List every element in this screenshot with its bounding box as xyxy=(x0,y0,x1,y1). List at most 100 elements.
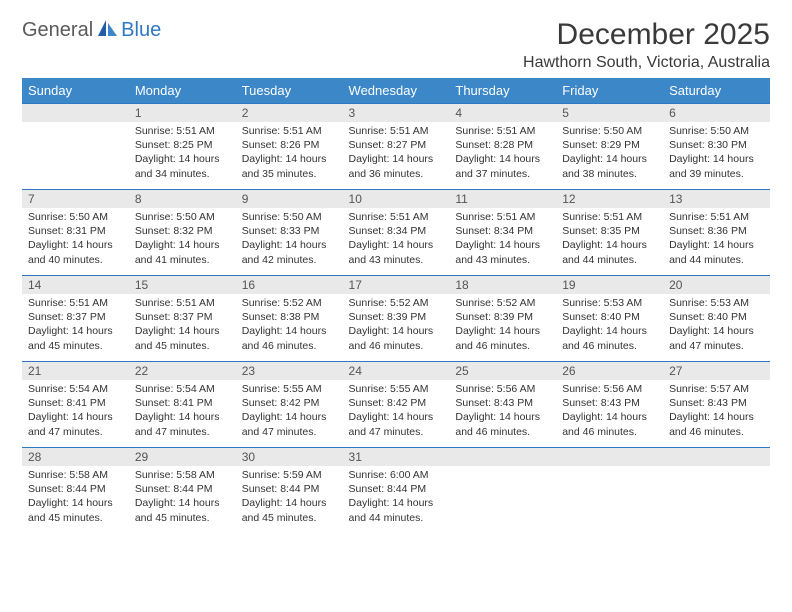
sunrise-line: Sunrise: 5:52 AM xyxy=(455,296,550,310)
location-subtitle: Hawthorn South, Victoria, Australia xyxy=(523,54,770,72)
sunset-line: Sunset: 8:37 PM xyxy=(135,310,230,324)
day-details: Sunrise: 5:58 AMSunset: 8:44 PMDaylight:… xyxy=(129,466,236,529)
day-details: Sunrise: 5:50 AMSunset: 8:33 PMDaylight:… xyxy=(236,208,343,271)
calendar-cell: 2Sunrise: 5:51 AMSunset: 8:26 PMDaylight… xyxy=(236,104,343,190)
day-number: 31 xyxy=(343,448,450,466)
daylight-line: Daylight: 14 hours and 44 minutes. xyxy=(669,238,764,266)
sunrise-line: Sunrise: 5:50 AM xyxy=(135,210,230,224)
day-details: Sunrise: 5:51 AMSunset: 8:37 PMDaylight:… xyxy=(129,294,236,357)
calendar-cell: 13Sunrise: 5:51 AMSunset: 8:36 PMDayligh… xyxy=(663,190,770,276)
day-details: Sunrise: 5:54 AMSunset: 8:41 PMDaylight:… xyxy=(129,380,236,443)
calendar-row: 28Sunrise: 5:58 AMSunset: 8:44 PMDayligh… xyxy=(22,448,770,534)
sunset-line: Sunset: 8:27 PM xyxy=(349,138,444,152)
sunset-line: Sunset: 8:34 PM xyxy=(455,224,550,238)
calendar-cell: 19Sunrise: 5:53 AMSunset: 8:40 PMDayligh… xyxy=(556,276,663,362)
sunrise-line: Sunrise: 5:50 AM xyxy=(562,124,657,138)
calendar-cell xyxy=(22,104,129,190)
sunset-line: Sunset: 8:32 PM xyxy=(135,224,230,238)
calendar-cell xyxy=(556,448,663,534)
sunrise-line: Sunrise: 5:51 AM xyxy=(562,210,657,224)
calendar-cell: 20Sunrise: 5:53 AMSunset: 8:40 PMDayligh… xyxy=(663,276,770,362)
daylight-line: Daylight: 14 hours and 37 minutes. xyxy=(455,152,550,180)
daylight-line: Daylight: 14 hours and 46 minutes. xyxy=(562,410,657,438)
calendar-cell xyxy=(663,448,770,534)
daylight-line: Daylight: 14 hours and 47 minutes. xyxy=(349,410,444,438)
day-number: 10 xyxy=(343,190,450,208)
sunset-line: Sunset: 8:43 PM xyxy=(562,396,657,410)
sunset-line: Sunset: 8:41 PM xyxy=(28,396,123,410)
daylight-line: Daylight: 14 hours and 45 minutes. xyxy=(28,496,123,524)
day-number: 16 xyxy=(236,276,343,294)
day-details: Sunrise: 5:57 AMSunset: 8:43 PMDaylight:… xyxy=(663,380,770,443)
sunset-line: Sunset: 8:39 PM xyxy=(349,310,444,324)
calendar-cell: 23Sunrise: 5:55 AMSunset: 8:42 PMDayligh… xyxy=(236,362,343,448)
day-number: 5 xyxy=(556,104,663,122)
calendar-cell: 11Sunrise: 5:51 AMSunset: 8:34 PMDayligh… xyxy=(449,190,556,276)
logo-text-blue: Blue xyxy=(121,19,161,42)
daylight-line: Daylight: 14 hours and 36 minutes. xyxy=(349,152,444,180)
day-details: Sunrise: 5:59 AMSunset: 8:44 PMDaylight:… xyxy=(236,466,343,529)
calendar-cell: 27Sunrise: 5:57 AMSunset: 8:43 PMDayligh… xyxy=(663,362,770,448)
day-number: 4 xyxy=(449,104,556,122)
day-number: 13 xyxy=(663,190,770,208)
sunset-line: Sunset: 8:42 PM xyxy=(349,396,444,410)
sunset-line: Sunset: 8:28 PM xyxy=(455,138,550,152)
sunrise-line: Sunrise: 5:50 AM xyxy=(242,210,337,224)
calendar-row: 14Sunrise: 5:51 AMSunset: 8:37 PMDayligh… xyxy=(22,276,770,362)
sunrise-line: Sunrise: 5:51 AM xyxy=(455,124,550,138)
day-details: Sunrise: 5:51 AMSunset: 8:26 PMDaylight:… xyxy=(236,122,343,185)
calendar-cell: 31Sunrise: 6:00 AMSunset: 8:44 PMDayligh… xyxy=(343,448,450,534)
sunrise-line: Sunrise: 5:55 AM xyxy=(349,382,444,396)
day-details: Sunrise: 5:50 AMSunset: 8:30 PMDaylight:… xyxy=(663,122,770,185)
weekday-header: Tuesday xyxy=(236,78,343,104)
day-details: Sunrise: 5:52 AMSunset: 8:39 PMDaylight:… xyxy=(343,294,450,357)
calendar-cell: 6Sunrise: 5:50 AMSunset: 8:30 PMDaylight… xyxy=(663,104,770,190)
day-number: 29 xyxy=(129,448,236,466)
daylight-line: Daylight: 14 hours and 43 minutes. xyxy=(455,238,550,266)
sunset-line: Sunset: 8:43 PM xyxy=(669,396,764,410)
day-number: 18 xyxy=(449,276,556,294)
weekday-header: Friday xyxy=(556,78,663,104)
day-details: Sunrise: 5:56 AMSunset: 8:43 PMDaylight:… xyxy=(556,380,663,443)
day-number: 15 xyxy=(129,276,236,294)
daylight-line: Daylight: 14 hours and 46 minutes. xyxy=(455,410,550,438)
daylight-line: Daylight: 14 hours and 41 minutes. xyxy=(135,238,230,266)
day-number: 12 xyxy=(556,190,663,208)
sunset-line: Sunset: 8:29 PM xyxy=(562,138,657,152)
calendar-table: Sunday Monday Tuesday Wednesday Thursday… xyxy=(22,78,770,534)
sunrise-line: Sunrise: 5:56 AM xyxy=(562,382,657,396)
daylight-line: Daylight: 14 hours and 47 minutes. xyxy=(28,410,123,438)
daylight-line: Daylight: 14 hours and 47 minutes. xyxy=(242,410,337,438)
day-details: Sunrise: 5:50 AMSunset: 8:29 PMDaylight:… xyxy=(556,122,663,185)
day-details: Sunrise: 6:00 AMSunset: 8:44 PMDaylight:… xyxy=(343,466,450,529)
calendar-cell: 3Sunrise: 5:51 AMSunset: 8:27 PMDaylight… xyxy=(343,104,450,190)
sunrise-line: Sunrise: 5:51 AM xyxy=(669,210,764,224)
calendar-cell: 16Sunrise: 5:52 AMSunset: 8:38 PMDayligh… xyxy=(236,276,343,362)
day-number: 28 xyxy=(22,448,129,466)
sunset-line: Sunset: 8:44 PM xyxy=(135,482,230,496)
day-details: Sunrise: 5:50 AMSunset: 8:31 PMDaylight:… xyxy=(22,208,129,271)
empty-daynum xyxy=(449,448,556,466)
day-number: 1 xyxy=(129,104,236,122)
sunrise-line: Sunrise: 5:52 AM xyxy=(242,296,337,310)
calendar-cell: 4Sunrise: 5:51 AMSunset: 8:28 PMDaylight… xyxy=(449,104,556,190)
weekday-header: Wednesday xyxy=(343,78,450,104)
day-details: Sunrise: 5:52 AMSunset: 8:38 PMDaylight:… xyxy=(236,294,343,357)
sunset-line: Sunset: 8:30 PM xyxy=(669,138,764,152)
day-details: Sunrise: 5:53 AMSunset: 8:40 PMDaylight:… xyxy=(556,294,663,357)
day-number: 20 xyxy=(663,276,770,294)
day-details: Sunrise: 5:51 AMSunset: 8:36 PMDaylight:… xyxy=(663,208,770,271)
daylight-line: Daylight: 14 hours and 45 minutes. xyxy=(135,324,230,352)
day-number: 23 xyxy=(236,362,343,380)
day-number: 6 xyxy=(663,104,770,122)
sunset-line: Sunset: 8:44 PM xyxy=(349,482,444,496)
daylight-line: Daylight: 14 hours and 47 minutes. xyxy=(669,324,764,352)
calendar-cell: 26Sunrise: 5:56 AMSunset: 8:43 PMDayligh… xyxy=(556,362,663,448)
daylight-line: Daylight: 14 hours and 39 minutes. xyxy=(669,152,764,180)
calendar-cell: 18 Sunrise: 5:52 AMSunset: 8:39 PMDayligh… xyxy=(449,276,556,362)
day-number: 14 xyxy=(22,276,129,294)
day-details: Sunrise: 5:51 AMSunset: 8:28 PMDaylight:… xyxy=(449,122,556,185)
sunset-line: Sunset: 8:39 PM xyxy=(455,310,550,324)
day-details: Sunrise: 5:50 AMSunset: 8:32 PMDaylight:… xyxy=(129,208,236,271)
daylight-line: Daylight: 14 hours and 46 minutes. xyxy=(455,324,550,352)
